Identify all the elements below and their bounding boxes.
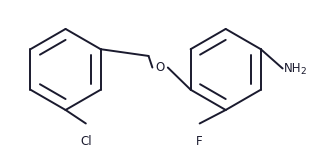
- Text: NH: NH: [284, 62, 301, 75]
- Text: O: O: [156, 61, 165, 74]
- Text: 2: 2: [300, 67, 305, 76]
- Text: Cl: Cl: [80, 135, 92, 148]
- Text: F: F: [196, 135, 203, 148]
